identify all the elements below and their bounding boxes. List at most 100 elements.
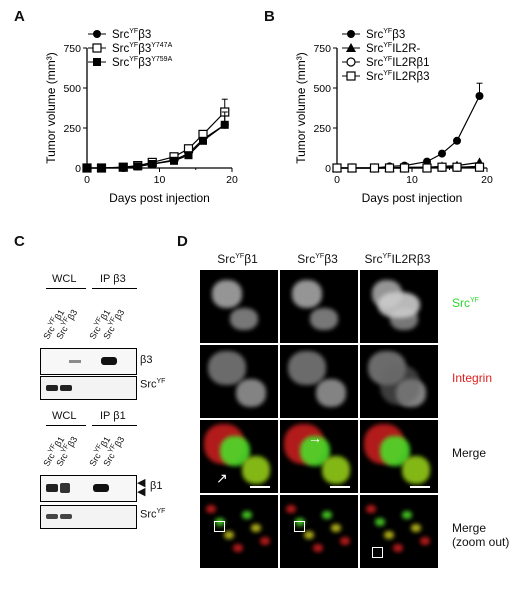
cell-blob: [322, 456, 350, 484]
y-tick-label: 750: [63, 43, 81, 55]
micrograph-tile: [280, 345, 358, 418]
cell-blob: [242, 511, 252, 519]
scale-bar: [250, 486, 270, 488]
legend-label: SrcYFIL2Rβ3: [366, 70, 430, 83]
cell-blob: [304, 531, 314, 539]
cell-blob: [322, 511, 332, 519]
column-header: SrcYFβ3: [297, 252, 338, 266]
cell-blob: [236, 379, 266, 407]
cell-blob: [411, 524, 421, 532]
cell-blob: [402, 511, 412, 519]
x-axis-label: Days post injection: [362, 191, 463, 205]
data-point: [453, 136, 461, 145]
legend-label: SrcYFβ3: [366, 28, 405, 41]
cell-blob: [233, 544, 243, 552]
data-point: [170, 156, 178, 165]
blot-src-sup: YF: [156, 508, 166, 515]
arrow-icon: →: [308, 430, 322, 446]
cell-blob: [384, 531, 394, 539]
micrograph-tile: [200, 270, 278, 343]
chart-a: 0 250 500 750 0 10 20 Days post injection Tumor …: [44, 28, 238, 205]
cell-blob: [313, 544, 323, 552]
arrow-icon: ↗: [216, 470, 228, 486]
blot-bottom-ip-header: IP β1: [100, 410, 126, 422]
legend-label: SrcYFβ3Y747A: [112, 42, 173, 55]
chart-b: 0 250 500 750 0 10 20 Days post injection Tumor …: [294, 28, 493, 205]
blot-band: [46, 484, 58, 492]
cell-blob: [242, 456, 270, 484]
blot-arrow-upper-icon: ◀: [137, 477, 146, 489]
cell-blob: [224, 531, 234, 539]
column-header: SrcYFIL2Rβ3: [364, 252, 431, 266]
blot-src-base: Src: [140, 508, 157, 521]
panel-letter-a: A: [14, 8, 25, 25]
panel-letter-d: D: [177, 233, 188, 250]
cell-blob: [295, 518, 305, 526]
column-header: SrcYFβ1: [217, 252, 258, 266]
blot-band: [60, 483, 70, 493]
panel-c-blots: WCL IP β3 SrcYFβ1 SrcYFβ3 SrcYFβ1 SrcYFβ3 β…: [0, 250, 175, 550]
row-label: SrcYF: [452, 296, 479, 310]
micrograph-tile: [360, 270, 438, 343]
micrograph-tile: →: [280, 420, 358, 493]
x-tick-label: 10: [154, 174, 166, 186]
blot-label-beta1: β1: [150, 480, 163, 492]
blot-top-ip-bar: [92, 288, 137, 289]
blot-bottom-wcl-header: WCL: [52, 410, 77, 422]
blot-src-strip-top: [40, 376, 137, 400]
blot-band: [46, 514, 58, 519]
legend-marker: [93, 58, 101, 66]
data-point: [184, 151, 193, 160]
micrograph-tile: [280, 495, 358, 568]
zoom-region-box: [372, 547, 383, 558]
legend-marker: [346, 57, 356, 67]
row-label: Merge: [452, 446, 487, 460]
blot-label-beta3: β3: [140, 354, 153, 366]
data-point: [199, 136, 207, 145]
scale-bar: [410, 486, 430, 488]
micrograph-tile: [280, 270, 358, 343]
cell-blob: [316, 379, 346, 407]
data-point: [422, 163, 432, 173]
cell-blob: [340, 537, 350, 545]
blot-band: [60, 514, 72, 519]
blot-band: [101, 357, 117, 365]
blot-src-sup: YF: [156, 378, 166, 385]
data-point: [399, 163, 410, 173]
micrograph-tile: ↗: [200, 420, 278, 493]
legend-label: SrcYFβ3: [112, 28, 151, 41]
panel-letter-b: B: [264, 8, 275, 25]
cell-blob: [208, 351, 246, 385]
blot-src-base: Src: [140, 378, 157, 391]
blot-bottom-wcl-bar: [46, 425, 86, 426]
data-point: [452, 162, 462, 172]
data-point: [347, 163, 357, 173]
row-label: Merge (zoom out): [452, 521, 510, 549]
data-point: [133, 162, 142, 171]
blot-band: [60, 385, 72, 391]
cell-blob: [230, 308, 258, 330]
data-point: [97, 164, 106, 172]
row-label: Integrin: [452, 371, 493, 385]
legend-marker: [346, 43, 356, 52]
cell-blob: [331, 524, 341, 532]
data-point: [437, 162, 447, 172]
blot-top-wcl-bar: [46, 288, 86, 289]
series-line: [337, 95, 481, 169]
cell-blob: [393, 544, 403, 552]
cell-blob: [288, 351, 326, 385]
legend-label: SrcYFIL2R-: [366, 42, 420, 55]
x-tick-label: 20: [481, 174, 493, 186]
cell-blob: [375, 518, 385, 526]
panel-letter-c: C: [14, 233, 25, 250]
cell-blob: [251, 524, 261, 532]
y-tick-label: 250: [313, 123, 331, 135]
y-tick-label: 500: [313, 83, 331, 95]
cell-blob: [380, 365, 420, 405]
cell-blob: [310, 308, 338, 330]
legend-marker: [92, 43, 102, 53]
cell-blob: [420, 537, 430, 545]
zoom-region-box: [214, 521, 225, 532]
micrograph-tile: [360, 495, 438, 568]
panel-d-microscopy: SrcYFβ1 SrcYFβ3 SrcYFIL2Rβ3 ↗ → SrcYF Integr…: [180, 250, 515, 580]
